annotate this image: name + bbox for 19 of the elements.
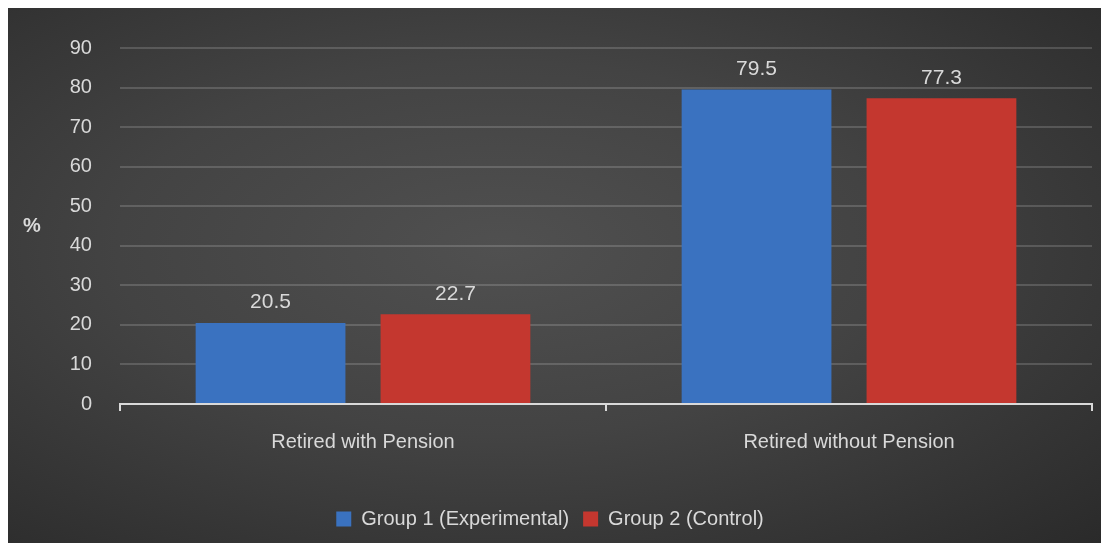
x-tick-label: Retired with Pension — [271, 429, 455, 452]
data-label: 22.7 — [435, 280, 476, 304]
y-tick-label: 30 — [69, 272, 92, 295]
y-tick-label: 50 — [69, 193, 92, 216]
legend-label: Group 1 (Experimental) — [361, 506, 570, 529]
data-label: 77.3 — [921, 64, 962, 88]
legend-label: Group 2 (Control) — [608, 506, 764, 529]
y-axis-title: % — [23, 213, 42, 236]
y-tick-label: 20 — [69, 312, 92, 335]
data-label: 20.5 — [250, 289, 291, 313]
y-tick-label: 90 — [69, 35, 92, 58]
data-label: 79.5 — [736, 55, 777, 79]
y-tick-label: 80 — [69, 75, 92, 98]
y-tick-label: 70 — [69, 114, 92, 137]
y-tick-label: 60 — [69, 154, 92, 177]
x-tick-label: Retired without Pension — [743, 429, 955, 452]
y-tick-label: 0 — [80, 391, 92, 414]
y-tick-label: 40 — [69, 233, 92, 256]
y-tick-label: 10 — [69, 351, 92, 374]
